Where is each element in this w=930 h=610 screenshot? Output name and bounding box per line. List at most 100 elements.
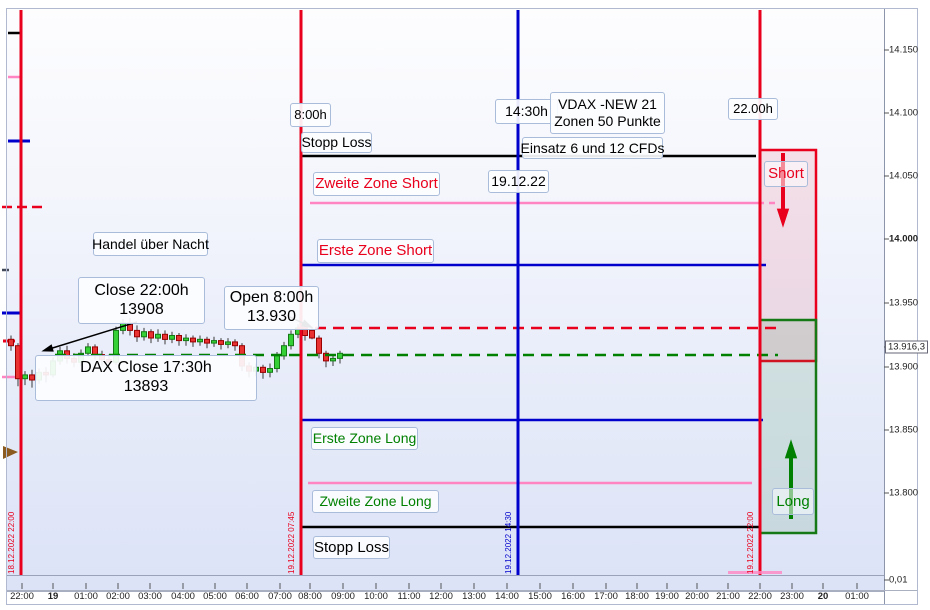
time-axis-label: 04:00	[171, 591, 195, 602]
close-2200-note-text: Close 22:00h	[94, 281, 189, 299]
handel-note-text: Handel über Nacht	[92, 235, 209, 252]
price-axis-label: 14.000	[889, 233, 919, 245]
stopp-loss-long-label[interactable]: Stopp Loss	[313, 536, 390, 559]
erste-zone-short-label[interactable]: Erste Zone Short	[317, 239, 434, 263]
chart-frame	[6, 8, 918, 605]
candle	[197, 338, 203, 343]
candle	[288, 333, 294, 347]
candle	[316, 337, 322, 354]
erste-zone-long-label[interactable]: Erste Zone Long	[311, 427, 418, 450]
time-axis-label: 22:00	[748, 591, 772, 602]
short-direction-arrow-head	[776, 208, 790, 228]
zweite-zone-short-label[interactable]: Zweite Zone Short	[313, 172, 440, 196]
time-axis-label: 03:00	[138, 591, 162, 602]
candle	[218, 340, 224, 345]
short-zone-label[interactable]: Short	[764, 161, 808, 187]
candle	[22, 374, 28, 380]
einsatz-info-label-text: Einsatz 6 und 12 CFDs	[520, 139, 665, 156]
candle	[323, 352, 329, 362]
close-2200-note[interactable]: Close 22:00h 13908	[78, 277, 205, 324]
time-axis-label: 10:00	[364, 591, 388, 602]
candle	[281, 345, 287, 357]
candle	[162, 333, 168, 340]
long-zone-label[interactable]: Long	[772, 488, 814, 515]
candle	[169, 335, 175, 340]
vdax-info-label-text: Zonen 50 Punkte	[554, 113, 661, 129]
time-axis-label: 14:00	[495, 591, 519, 602]
open-800-note-text: Open 8:00h	[229, 289, 314, 307]
zweite-zone-short-label-text: Zweite Zone Short	[315, 175, 438, 193]
time-axis-label: 02:00	[106, 591, 130, 602]
time-axis-label: 01:00	[74, 591, 98, 602]
candle	[330, 357, 336, 362]
session-open-18-12-label: 18.12.2022 22:00	[7, 511, 16, 574]
price-axis-label: 13.850	[889, 424, 919, 436]
candle	[232, 341, 238, 347]
candle	[190, 337, 196, 343]
candle	[155, 333, 161, 339]
candle	[85, 346, 91, 354]
candle	[141, 331, 147, 338]
handel-note[interactable]: Handel über Nacht	[92, 232, 209, 256]
time-axis-label: 07:00	[268, 591, 292, 602]
open-800-note[interactable]: Open 8:00h 13.930	[224, 286, 319, 330]
time-label-2200h[interactable]: 22.00h	[728, 98, 778, 120]
zweite-zone-long-label-text: Zweite Zone Long	[319, 493, 432, 510]
long-direction-arrow-head	[784, 439, 798, 459]
candle	[148, 331, 154, 339]
candle	[92, 346, 98, 355]
time-label-8h-text: 8:00h	[294, 107, 327, 123]
time-axis-label: 13:00	[462, 591, 486, 602]
session-close-19-12-label: 19.12.2022 22:00	[746, 511, 755, 574]
einsatz-info-label[interactable]: Einsatz 6 und 12 CFDs	[520, 137, 665, 159]
candle	[183, 337, 189, 342]
vdax-info-label[interactable]: VDAX -NEW 21 Zonen 50 Punkte	[550, 92, 665, 134]
price-axis-label: 13.900	[889, 361, 919, 373]
close-note-arrow-head	[41, 344, 54, 352]
price-axis-label: 0,01	[889, 574, 908, 586]
price-axis-label: 14.100	[889, 107, 919, 119]
long-zone-label-text: Long	[776, 492, 810, 510]
time-axis-label: 15:00	[528, 591, 552, 602]
time-axis-label: 11:00	[397, 591, 421, 602]
candle	[176, 335, 182, 342]
close-note-arrow	[45, 321, 138, 351]
dax-close-note[interactable]: DAX Close 17:30h 13893	[35, 355, 257, 401]
time-axis-label: 17:00	[594, 591, 618, 602]
lower-pane	[7, 575, 884, 592]
time-axis-label: 20:00	[685, 591, 709, 602]
candle	[204, 338, 210, 344]
time-axis-label: 16:00	[561, 591, 585, 602]
price-axis-label: 14.150	[889, 44, 919, 56]
session-1430-label: 19.12.2022 14:30	[504, 511, 513, 574]
time-label-8h[interactable]: 8:00h	[290, 103, 331, 127]
date-label[interactable]: 19.12.22	[488, 170, 549, 193]
stopp-loss-short-label-text: Stopp Loss	[301, 134, 372, 151]
time-axis-label: 09:00	[331, 591, 355, 602]
time-label-2200h-text: 22.00h	[733, 101, 773, 117]
time-axis-label: 18:00	[625, 591, 649, 602]
stopp-loss-short-label[interactable]: Stopp Loss	[301, 132, 372, 153]
candle	[8, 338, 14, 347]
time-axis-label: 22:00	[10, 591, 34, 602]
vdax-info-label-text: VDAX -NEW 21	[558, 96, 657, 113]
open-800-note-text: 13.930	[247, 308, 296, 325]
candle	[267, 368, 273, 373]
stopp-loss-long-label-text: Stopp Loss	[313, 538, 390, 556]
time-axis-label: 19	[47, 591, 59, 602]
close-2200-note-text: 13908	[119, 300, 164, 318]
dax-close-note-text: DAX Close 17:30h	[80, 359, 212, 377]
price-axis-label: 13.800	[889, 487, 919, 499]
time-axis-label: 06:00	[235, 591, 259, 602]
lower-pane-mark	[728, 571, 782, 574]
time-axis-label: 12:00	[429, 591, 453, 602]
price-axis-label: 13.950	[889, 297, 919, 309]
session-745-label: 19.12.2022 07:45	[287, 511, 296, 574]
dax-close-note-text: 13893	[123, 378, 169, 395]
time-label-1430h[interactable]: 14:30h	[495, 99, 558, 124]
candle	[274, 355, 280, 369]
zweite-zone-long-label[interactable]: Zweite Zone Long	[312, 490, 439, 513]
date-label-text: 19.12.22	[491, 173, 546, 190]
time-axis-label: 23:00	[780, 591, 804, 602]
